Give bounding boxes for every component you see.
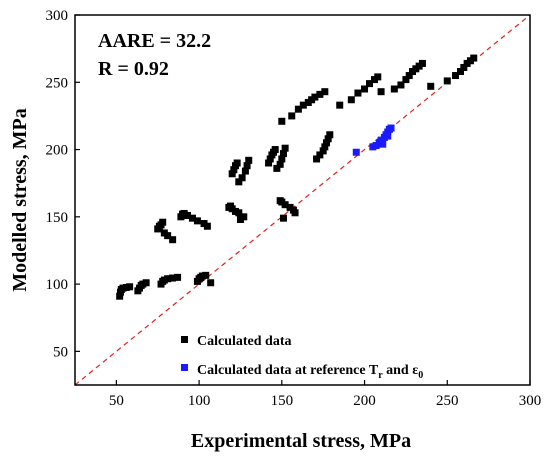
data-point-calculated xyxy=(243,162,251,170)
data-point-calculated xyxy=(377,88,385,96)
data-point-calculated xyxy=(443,77,451,85)
y-tick-label: 150 xyxy=(46,210,69,226)
data-point-calculated xyxy=(427,82,435,90)
data-point-calculated xyxy=(265,159,273,167)
data-point-calculated xyxy=(321,88,329,96)
data-point-calculated xyxy=(193,217,201,225)
data-point-calculated xyxy=(240,213,248,221)
data-point-calculated xyxy=(402,76,410,84)
y-tick-label: 50 xyxy=(53,344,68,360)
data-point-reference xyxy=(352,148,360,156)
data-point-calculated xyxy=(142,279,150,287)
data-point-calculated xyxy=(174,273,182,281)
data-point-calculated xyxy=(418,59,426,67)
data-point-calculated xyxy=(347,96,355,104)
x-tick-label: 250 xyxy=(436,393,459,409)
data-point-calculated xyxy=(203,222,211,230)
data-point-calculated xyxy=(169,236,177,244)
data-point-calculated xyxy=(116,292,124,300)
data-point-calculated xyxy=(238,174,246,182)
x-tick-label: 300 xyxy=(519,393,542,409)
data-point-calculated xyxy=(299,101,307,109)
data-point-calculated xyxy=(366,80,374,88)
data-point-reference xyxy=(384,132,392,140)
data-point-calculated xyxy=(321,143,329,151)
legend: Calculated data Calculated data at refer… xyxy=(181,334,423,381)
data-point-calculated xyxy=(188,214,196,222)
data-point-calculated xyxy=(281,201,289,209)
y-axis-title: Modelled stress, MPa xyxy=(9,108,31,292)
data-point-calculated xyxy=(316,151,324,159)
data-point-calculated xyxy=(294,105,302,113)
data-point-calculated xyxy=(266,155,274,163)
data-point-calculated xyxy=(233,159,241,167)
legend-label-reference: Calculated data at reference Tr and ε0 xyxy=(197,363,423,381)
data-point-reference xyxy=(387,124,395,132)
data-point-calculated xyxy=(374,73,382,81)
data-point-calculated xyxy=(361,85,369,93)
data-point-calculated xyxy=(311,93,319,101)
data-point-calculated xyxy=(230,166,238,174)
data-point-calculated xyxy=(279,214,287,222)
x-tick-label: 50 xyxy=(109,393,124,409)
data-point-calculated xyxy=(457,68,465,76)
data-point-calculated xyxy=(354,89,362,97)
legend-marker-calculated xyxy=(181,336,188,343)
y-tick-label: 200 xyxy=(46,143,69,159)
data-point-calculated xyxy=(390,85,398,93)
data-point-calculated xyxy=(405,72,413,80)
data-point-calculated xyxy=(324,135,332,143)
data-point-calculated xyxy=(288,112,296,120)
data-point-calculated xyxy=(164,275,172,283)
data-point-calculated xyxy=(281,144,289,152)
x-axis-title: Experimental stress, MPa xyxy=(191,430,411,452)
data-point-calculated xyxy=(184,211,192,219)
legend-label-calculated: Calculated data xyxy=(197,334,292,349)
data-point-calculated xyxy=(319,147,327,155)
data-point-calculated xyxy=(241,167,249,175)
data-point-calculated xyxy=(313,155,321,163)
y-tick-label: 300 xyxy=(46,8,69,24)
data-point-calculated xyxy=(273,164,281,172)
data-point-calculated xyxy=(452,72,460,80)
data-point-calculated xyxy=(126,283,134,291)
data-point-calculated xyxy=(279,150,287,158)
data-point-reference xyxy=(379,140,387,148)
data-point-calculated xyxy=(207,279,215,287)
x-tick-label: 200 xyxy=(353,393,376,409)
data-point-calculated xyxy=(316,90,324,98)
data-point-calculated xyxy=(397,81,405,89)
data-point-calculated xyxy=(336,101,344,109)
r-annotation: R = 0.92 xyxy=(98,58,169,80)
x-tick-label: 100 xyxy=(188,393,211,409)
data-point-calculated xyxy=(235,209,243,217)
data-point-calculated xyxy=(291,209,299,217)
series-calculated xyxy=(116,54,478,300)
aare-annotation: AARE = 32.2 xyxy=(98,30,211,52)
data-point-calculated xyxy=(245,156,253,164)
data-point-calculated xyxy=(322,139,330,147)
plot-frame xyxy=(74,14,531,386)
data-point-calculated xyxy=(278,117,286,125)
data-point-calculated xyxy=(159,218,167,226)
data-point-calculated xyxy=(235,178,243,186)
legend-marker-reference xyxy=(181,364,188,371)
data-point-calculated xyxy=(460,63,468,71)
y-tick-label: 250 xyxy=(46,75,69,91)
data-point-calculated xyxy=(164,232,172,240)
data-point-calculated xyxy=(169,274,177,282)
data-point-calculated xyxy=(470,54,478,62)
data-point-calculated xyxy=(202,271,210,279)
data-point-calculated xyxy=(228,170,236,178)
series-reference xyxy=(352,124,395,156)
x-tick-label: 150 xyxy=(271,393,294,409)
data-point-calculated xyxy=(271,146,279,154)
data-point-calculated xyxy=(276,160,284,168)
data-point-calculated xyxy=(278,155,286,163)
y-tick-label: 100 xyxy=(46,277,69,293)
data-point-calculated xyxy=(326,131,334,139)
